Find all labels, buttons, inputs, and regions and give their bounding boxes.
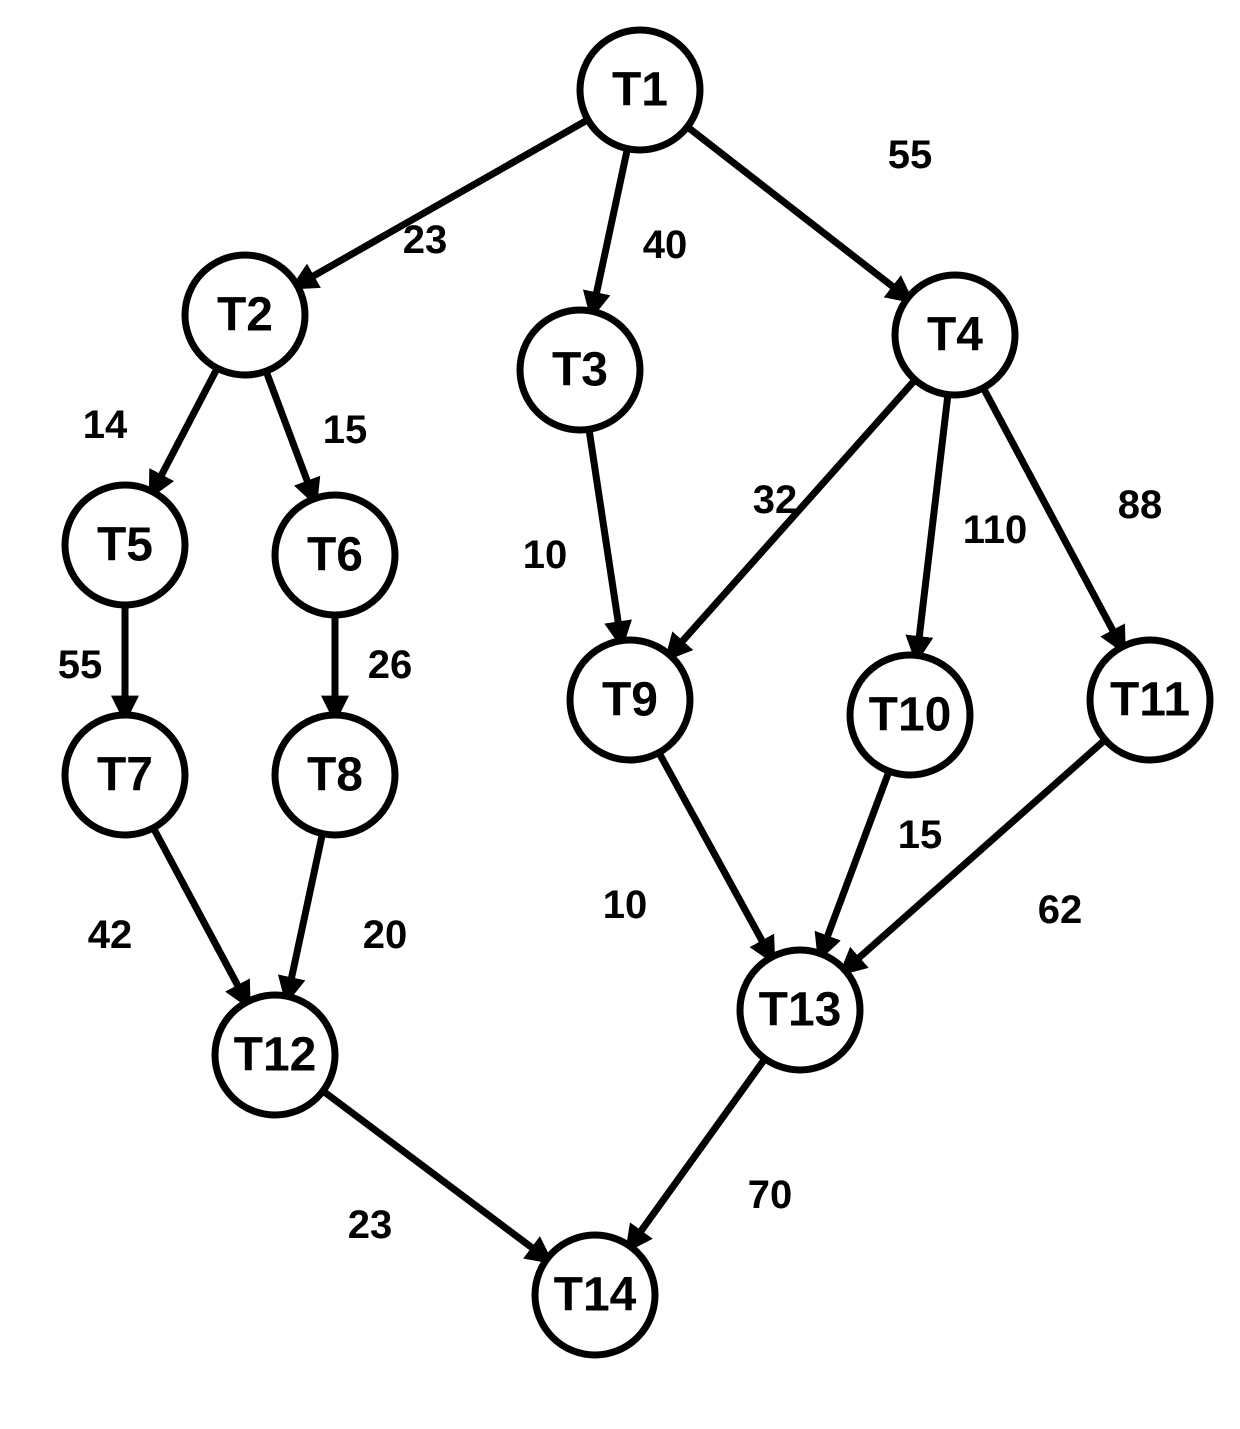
nodes-group: T1 T2 T3 T4 T5 T6 T7 T8 T9 T10 T11 T12 T13 T14: [65, 30, 1210, 1355]
edge-T2-T6: [266, 371, 312, 495]
node-label: T10: [869, 689, 952, 742]
edge-weight-label: 88: [1118, 483, 1163, 527]
node-T4: T4: [895, 275, 1015, 395]
edge-weight-label: 55: [888, 133, 933, 177]
edge-T2-T5: [155, 368, 218, 488]
node-T14: T14: [535, 1235, 655, 1355]
node-T10: T10: [850, 655, 970, 775]
node-label: T6: [307, 529, 363, 582]
node-T9: T9: [570, 640, 690, 760]
edge-weight-label: 26: [368, 643, 413, 687]
edge-weight-label: 15: [898, 813, 943, 857]
node-T11: T11: [1090, 640, 1210, 760]
edge-T10-T13: [822, 771, 889, 950]
node-label: T9: [602, 674, 658, 727]
node-label: T7: [97, 749, 153, 802]
edge-T13-T14: [632, 1059, 765, 1243]
edge-weight-label: 62: [1038, 888, 1083, 932]
edge-T1-T3: [593, 149, 627, 308]
node-T13: T13: [740, 950, 860, 1070]
task-dependency-graph: 2340551415103211088552642201015622370T1T…: [0, 0, 1240, 1429]
node-label: T3: [552, 344, 608, 397]
edge-T3-T9: [589, 429, 620, 636]
node-label: T2: [217, 289, 273, 342]
node-label: T1: [612, 64, 668, 117]
node-label: T13: [759, 984, 842, 1037]
node-T8: T8: [275, 715, 395, 835]
edge-T7-T12: [153, 828, 244, 999]
node-T3: T3: [520, 310, 640, 430]
edge-T8-T12: [288, 834, 322, 993]
node-T6: T6: [275, 495, 395, 615]
edge-weight-label: 10: [603, 883, 648, 927]
node-T7: T7: [65, 715, 185, 835]
edge-weight-label: 42: [88, 913, 133, 957]
edge-weight-label: 14: [83, 403, 128, 447]
node-T12: T12: [215, 995, 335, 1115]
node-label: T4: [927, 309, 983, 362]
node-T1: T1: [580, 30, 700, 150]
node-label: T14: [554, 1269, 637, 1322]
edge-weight-label: 70: [748, 1173, 793, 1217]
edge-T4-T10: [918, 395, 948, 652]
edge-weight-label: 40: [643, 223, 688, 267]
node-label: T5: [97, 519, 153, 572]
edge-weight-label: 20: [363, 913, 408, 957]
node-T5: T5: [65, 485, 185, 605]
node-label: T11: [1110, 674, 1190, 727]
edge-T9-T13: [659, 753, 769, 954]
edge-weight-label: 10: [523, 533, 568, 577]
edge-weight-label: 55: [58, 643, 103, 687]
node-T2: T2: [185, 255, 305, 375]
edge-weight-label: 15: [323, 408, 368, 452]
edge-weight-label: 32: [753, 478, 798, 522]
edge-T1-T4: [687, 127, 904, 296]
node-label: T12: [234, 1029, 317, 1082]
node-label: T8: [307, 749, 363, 802]
edge-weight-label: 110: [963, 508, 1028, 552]
edge-weight-label: 23: [403, 218, 448, 262]
edge-weight-label: 23: [348, 1203, 393, 1247]
